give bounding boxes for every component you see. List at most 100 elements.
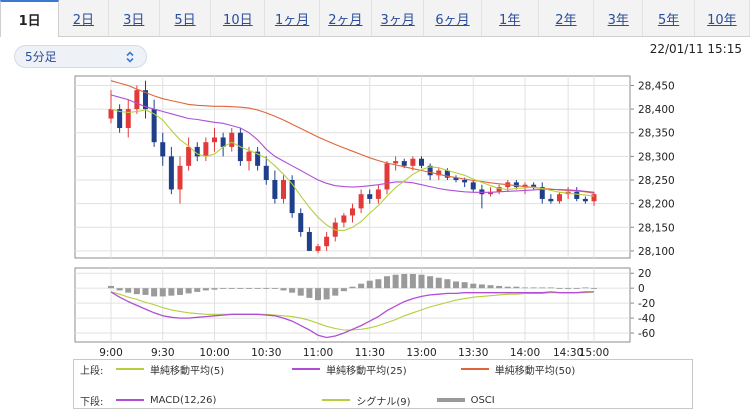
- x-tick-label: 9:30: [151, 347, 175, 359]
- x-tick-label: 11:00: [303, 347, 333, 359]
- legend-label-ma5: 単純移動平均(5): [150, 365, 225, 377]
- tab-7[interactable]: 3ヶ月: [372, 0, 425, 36]
- ma25-line: [110, 94, 595, 193]
- tab-5[interactable]: 1ヶ月: [265, 0, 320, 36]
- osci-bar: [496, 285, 503, 289]
- candle-body: [557, 194, 562, 202]
- candle-body: [375, 189, 381, 199]
- candle-body: [358, 194, 364, 209]
- interval-select[interactable]: 5分足: [14, 45, 147, 68]
- osci-bar: [315, 288, 321, 301]
- legend-item-ma25: 単純移動平均(25): [292, 362, 407, 377]
- x-tick-label: 14:00: [510, 347, 540, 359]
- osci-bar: [366, 280, 373, 289]
- candle-body: [324, 236, 330, 247]
- osci-bar: [358, 283, 365, 289]
- legend-label-osci: OSCI: [470, 394, 495, 406]
- candle-body: [470, 182, 476, 190]
- candle-body: [272, 180, 278, 199]
- macd-panel: [74, 267, 631, 343]
- candle-body: [574, 191, 580, 199]
- price-tick-label: 28,200: [638, 199, 675, 211]
- candle-body: [246, 151, 252, 162]
- period-tabs: 1日 2日 3日 5日 10日 1ヶ月 2ヶ月 3ヶ月 6ヶ月 1年 2年 3年 5年 10年: [0, 0, 750, 37]
- tab-1[interactable]: 2日: [59, 0, 109, 36]
- legend-swatch-ma5: [116, 368, 144, 370]
- legend-upper-row: 上段: 単純移動平均(5) 単純移動平均(25) 単純移動平均(50): [80, 362, 601, 377]
- osci-bar: [159, 288, 166, 297]
- candle-body: [453, 177, 459, 180]
- osci-bar: [202, 288, 209, 291]
- tab-0[interactable]: 1日: [0, 0, 60, 37]
- tab-10[interactable]: 2年: [539, 0, 595, 36]
- osci-bar: [435, 277, 442, 289]
- osci-bar: [125, 288, 132, 293]
- candle-body: [212, 137, 217, 143]
- osci-bar: [349, 286, 356, 289]
- candle-body: [168, 156, 174, 190]
- candle-body: [263, 165, 269, 180]
- candle-body: [419, 158, 424, 166]
- osci-bar: [289, 288, 296, 293]
- osci-bar: [211, 288, 218, 290]
- legend: 上段: 単純移動平均(5) 単純移動平均(25) 単純移動平均(50) 下段: …: [73, 359, 693, 409]
- candle-body: [306, 232, 312, 251]
- candle-body: [315, 246, 321, 251]
- osci-bar: [418, 274, 425, 289]
- candle-body: [539, 187, 545, 199]
- tab-4[interactable]: 10日: [211, 0, 266, 36]
- tab-8[interactable]: 6ヶ月: [424, 0, 482, 36]
- legend-label-ma25: 単純移動平均(25): [326, 365, 407, 377]
- osci-bar: [513, 286, 520, 289]
- tab-11[interactable]: 3年: [594, 0, 644, 36]
- osci-bar: [478, 284, 485, 289]
- osci-bar: [470, 283, 477, 289]
- osci-bar: [332, 288, 339, 296]
- osci-bar: [280, 288, 287, 291]
- candle-body: [151, 109, 157, 143]
- tab-9[interactable]: 1年: [482, 0, 539, 36]
- tab-3[interactable]: 5日: [160, 0, 212, 36]
- candle-body: [220, 137, 226, 147]
- x-tick-label: 13:00: [406, 347, 436, 359]
- macd-tick-label: -40: [638, 313, 655, 325]
- legend-swatch-signal: [322, 399, 351, 401]
- osci-bar: [409, 273, 416, 289]
- chevron-updown-icon: [126, 50, 134, 63]
- macd-tick-label: 0: [638, 283, 645, 295]
- candle-body: [117, 109, 123, 128]
- tab-13[interactable]: 10年: [695, 0, 750, 36]
- osci-bar: [522, 287, 528, 289]
- candle-body: [350, 208, 355, 216]
- candle-body: [427, 165, 433, 176]
- macd-tick-label: -20: [638, 298, 655, 310]
- legend-item-macd: MACD(12,26): [116, 395, 216, 406]
- candle-body: [298, 213, 304, 232]
- candle-body: [203, 142, 209, 157]
- candle-body: [410, 158, 416, 166]
- osci-bar: [228, 288, 235, 289]
- candle-body: [177, 165, 183, 190]
- candle-body: [341, 215, 347, 223]
- osci-bar: [263, 288, 270, 289]
- legend-item-ma50: 単純移動平均(50): [460, 362, 576, 377]
- osci-bar: [340, 288, 347, 292]
- candle-body: [255, 151, 261, 166]
- candle-body: [496, 187, 502, 192]
- legend-item-signal: シグナル(9): [322, 393, 411, 408]
- legend-swatch-ma50: [460, 368, 489, 370]
- candle-body: [401, 161, 407, 166]
- legend-label-ma50: 単純移動平均(50): [494, 365, 576, 377]
- legend-lower-label: 下段:: [80, 396, 104, 408]
- osci-bar: [151, 288, 158, 297]
- candle-body: [462, 180, 468, 183]
- candle-body: [488, 191, 493, 195]
- osci-bar: [384, 276, 390, 289]
- tab-6[interactable]: 2ヶ月: [320, 0, 373, 36]
- price-tick-label: 28,150: [638, 222, 675, 234]
- x-tick-label: 10:30: [251, 347, 281, 359]
- tab-2[interactable]: 3日: [109, 0, 160, 36]
- osci-bar: [573, 288, 580, 289]
- tab-12[interactable]: 5年: [643, 0, 695, 36]
- osci-bar: [220, 288, 227, 289]
